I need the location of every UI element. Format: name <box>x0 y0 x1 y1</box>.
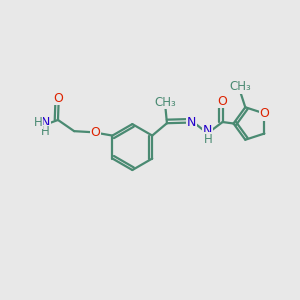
Text: H: H <box>34 116 42 129</box>
Text: O: O <box>54 92 64 105</box>
Text: N: N <box>187 116 196 129</box>
Text: N: N <box>40 116 50 129</box>
Text: N: N <box>203 124 213 137</box>
Text: CH₃: CH₃ <box>154 95 176 109</box>
Text: O: O <box>260 107 269 120</box>
Text: O: O <box>218 94 227 108</box>
Text: H: H <box>203 133 212 146</box>
Text: O: O <box>90 126 100 139</box>
Text: H: H <box>41 125 50 138</box>
Text: CH₃: CH₃ <box>230 80 251 93</box>
